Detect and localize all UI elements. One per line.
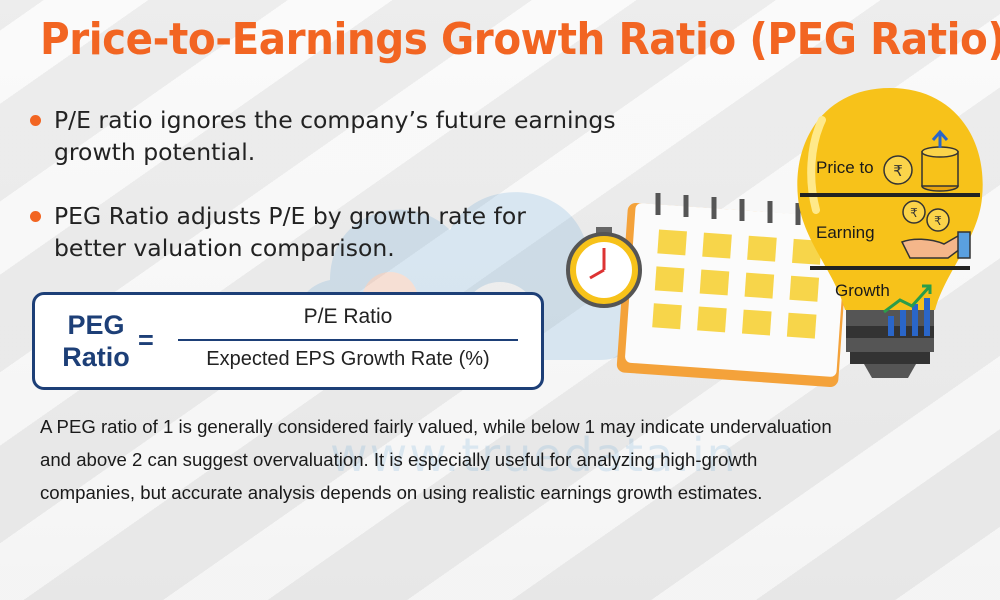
hand-coins-icon: ₹ ₹ — [900, 200, 971, 259]
bulb-label-growth: Growth — [835, 281, 890, 300]
formula-lhs: PEG Ratio — [57, 309, 135, 373]
bullet-point: PEG Ratio adjusts P/E by growth rate for… — [30, 200, 570, 264]
growth-chart-icon — [882, 284, 932, 337]
bullet-point: P/E ratio ignores the company’s future e… — [30, 104, 650, 168]
rupee-symbol: ₹ — [893, 162, 903, 180]
formula-numerator: P/E Ratio — [303, 305, 393, 328]
watermark-text: www.truedata.in — [330, 428, 738, 482]
calendar-icon — [616, 193, 850, 387]
rupee-symbol: ₹ — [910, 206, 918, 220]
formula-denominator: Expected EPS Growth Rate (%) — [206, 348, 490, 370]
formula-lhs-line2: Ratio — [62, 342, 130, 372]
clock-icon — [566, 227, 642, 308]
page-title: Price-to-Earnings Growth Ratio (PEG Rati… — [40, 14, 1000, 65]
formula-lhs-line1: PEG — [67, 310, 125, 340]
coin-stack-icon: ₹ — [883, 129, 959, 192]
peg-formula-box: PEG Ratio = P/E Ratio Expected EPS Growt… — [32, 292, 544, 390]
bullet-text: PEG Ratio adjusts P/E by growth rate for… — [54, 202, 526, 262]
bullet-text: P/E ratio ignores the company’s future e… — [54, 106, 616, 166]
equals-sign: = — [138, 325, 154, 355]
rupee-symbol: ₹ — [934, 214, 942, 228]
illustration: Price to Earning Growth ₹ ₹ ₹ — [566, 88, 983, 387]
bulb-label-earning: Earning — [816, 223, 875, 242]
bullet-dot-icon — [30, 115, 41, 126]
bulb-label-price: Price to — [816, 158, 874, 177]
fraction-line — [178, 339, 518, 341]
bullet-dot-icon — [30, 211, 41, 222]
explanation-paragraph: A PEG ratio of 1 is generally considered… — [40, 416, 832, 503]
